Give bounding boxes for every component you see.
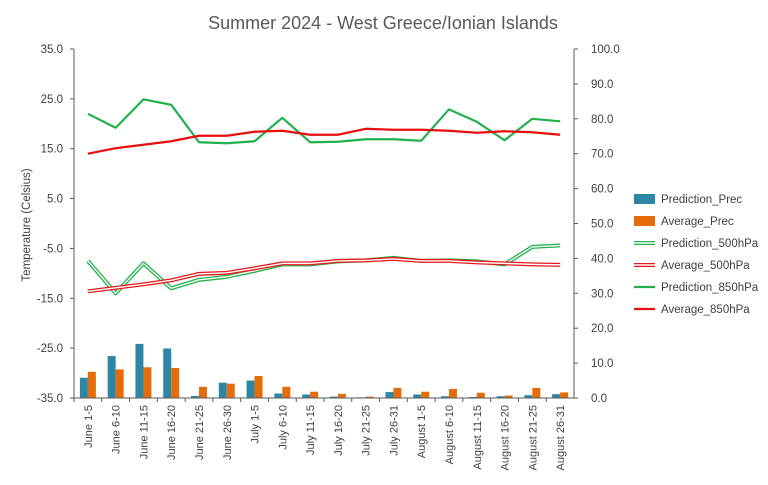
x-tick-label: August 11-15: [472, 405, 484, 470]
bar-prediction-prec: [135, 343, 144, 398]
left-tick-label: 25.0: [41, 94, 63, 106]
bar-average-prec: [254, 376, 263, 398]
bar-average-prec: [87, 371, 96, 398]
bar-prediction-prec: [246, 380, 255, 398]
bar-average-prec: [282, 386, 291, 398]
x-tick-label: June 6-10: [111, 405, 123, 454]
bar-prediction-prec: [79, 377, 88, 398]
lines-layer: [86, 98, 561, 296]
left-tick-label: -25.0: [37, 343, 63, 355]
line-prediction-850hpa: [87, 98, 561, 145]
bars-layer: [79, 343, 569, 398]
bar-prediction-prec: [274, 393, 283, 398]
bar-prediction-prec: [413, 394, 422, 398]
bar-prediction-prec: [552, 394, 561, 398]
bar-prediction-prec: [468, 396, 477, 398]
x-tick-label: June 11-15: [138, 405, 150, 459]
legend-item-prediction-500hpa: Prediction_500hPa: [634, 238, 759, 250]
bar-average-prec: [560, 392, 569, 398]
bar-average-prec: [476, 392, 485, 398]
bar-prediction-prec: [329, 396, 338, 398]
bar-average-prec: [449, 388, 457, 398]
x-tick-label: July 11-15: [305, 405, 317, 455]
bar-average-prec: [143, 367, 152, 398]
bar-prediction-prec: [441, 396, 449, 398]
left-tick-label: -35.0: [37, 393, 63, 405]
bar-prediction-prec: [385, 392, 394, 398]
left-tick-label: -5.0: [43, 243, 63, 255]
right-tick-label: 40.0: [591, 253, 613, 265]
bar-average-prec: [171, 367, 180, 398]
line-average-850hpa: [87, 127, 561, 155]
right-tick-label: 60.0: [591, 184, 613, 196]
x-tick-label: August 26-31: [555, 405, 567, 470]
y-axis-title: Temperature (Celsius): [21, 168, 33, 281]
bar-average-prec: [310, 391, 319, 398]
x-tick-label: June 21-25: [194, 405, 206, 460]
legend: Prediction_Prec Average_Prec Prediction_50…: [634, 194, 759, 316]
left-tick-label: 15.0: [41, 144, 63, 156]
x-tick-label: August 21-25: [527, 405, 539, 470]
bar-prediction-prec: [218, 382, 227, 398]
x-tick-label: June 26-30: [222, 405, 234, 460]
left-tick-label: 5.0: [47, 194, 63, 206]
x-tick-label: July 16-20: [333, 405, 345, 456]
legend-label: Prediction_Prec: [661, 194, 742, 206]
legend-label: Average_500hPa: [661, 260, 750, 272]
bar-average-prec: [199, 386, 207, 398]
bar-prediction-prec: [524, 395, 533, 398]
right-tick-label: 70.0: [591, 149, 613, 161]
bar-average-prec: [226, 383, 235, 398]
right-tick-label: 50.0: [591, 219, 613, 231]
bar-average-prec: [421, 391, 430, 398]
bar-average-prec: [393, 387, 402, 398]
bar-prediction-prec: [191, 395, 199, 398]
bar-prediction-prec: [302, 394, 311, 398]
x-tick-label: August 6-10: [444, 405, 456, 464]
right-tick-label: 10.0: [591, 358, 613, 370]
line-prediction-500hpa: [86, 243, 561, 296]
legend-label: Prediction_500hPa: [661, 238, 759, 250]
x-tick-label: July 21-25: [361, 405, 373, 456]
right-tick-label: 0.0: [591, 393, 607, 405]
line-average-500hpa-inner: [87, 258, 561, 293]
chart-title: Summer 2024 - West Greece/Ionian Islands: [208, 13, 558, 33]
x-tick-label: August 1-5: [416, 405, 428, 458]
legend-label: Average_Prec: [661, 216, 734, 228]
bar-average-prec: [337, 393, 346, 398]
right-tick-label: 20.0: [591, 323, 613, 335]
legend-swatch: [634, 216, 655, 226]
bar-prediction-prec: [107, 356, 116, 398]
bar-average-prec: [532, 387, 541, 398]
right-tick-label: 80.0: [591, 114, 613, 126]
bar-prediction-prec: [496, 396, 505, 398]
left-tick-label: 35.0: [41, 44, 63, 56]
bar-average-prec: [115, 369, 124, 398]
legend-item-average-850hpa: Average_850hPa: [634, 304, 750, 316]
legend-swatch: [634, 194, 655, 204]
x-tick-label: July 6-10: [277, 405, 289, 450]
x-tick-label: August 16-20: [500, 405, 512, 470]
legend-item-average-500hpa: Average_500hPa: [634, 260, 750, 272]
ticks-layer: 35.0 25.0 15.0 5.0 -5.0 -15.0 -25.0 -35.0 100.0 9…: [37, 44, 620, 470]
x-tick-label: June 1-5: [83, 405, 95, 448]
legend-label: Average_850hPa: [661, 304, 750, 316]
legend-item-average-prec: Average_Prec: [634, 216, 734, 228]
x-tick-label: July 26-31: [388, 405, 400, 456]
bar-average-prec: [365, 396, 374, 398]
right-tick-label: 90.0: [591, 79, 613, 91]
right-tick-label: 30.0: [591, 288, 613, 300]
bar-prediction-prec: [163, 348, 172, 398]
bar-average-prec: [504, 395, 513, 398]
left-tick-label: -15.0: [37, 293, 63, 305]
x-tick-label: June 16-20: [166, 405, 178, 460]
x-tick-label: July 1-5: [250, 405, 262, 444]
legend-item-prediction-850hpa: Prediction_850hPa: [634, 282, 759, 294]
line-prediction-500hpa-inner: [87, 244, 561, 294]
right-tick-label: 100.0: [591, 44, 620, 56]
legend-label: Prediction_850hPa: [661, 282, 759, 294]
legend-item-prediction-prec: Prediction_Prec: [634, 194, 742, 206]
